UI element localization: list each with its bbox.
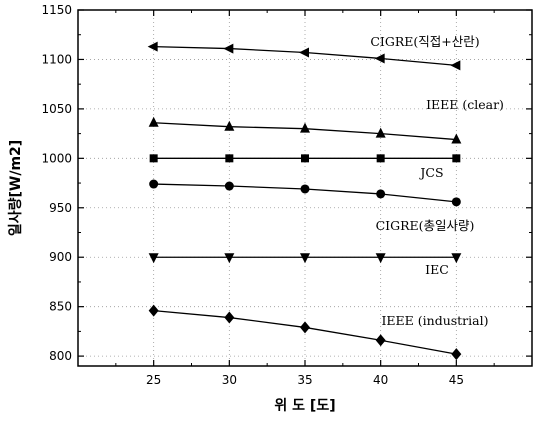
y-tick-label: 1050 <box>41 102 72 116</box>
data-point <box>224 253 235 264</box>
series-1 <box>148 116 462 144</box>
data-point <box>224 120 235 131</box>
data-point <box>148 116 159 127</box>
axis-ticks: 25 30 35 40 45 800 850 900 950 1000 1050 1100 1150 <box>41 3 532 387</box>
data-point <box>301 154 309 163</box>
data-point <box>374 53 385 64</box>
x-tick-label: 45 <box>449 373 464 387</box>
data-point <box>375 253 386 264</box>
series-labels: CIGRE(직접+산란) IEEE (clear) JCS CIGRE(총일사량) IE… <box>370 34 504 328</box>
data-point <box>300 253 310 264</box>
y-axis-title: 일사량[W/m2] <box>8 140 24 236</box>
y-tick-label: 850 <box>49 300 72 314</box>
y-tick-label: 950 <box>49 201 72 215</box>
data-point <box>300 321 310 334</box>
data-point <box>451 197 461 207</box>
y-tick-label: 1000 <box>41 151 72 165</box>
data-point <box>375 334 386 347</box>
series-4 <box>148 253 462 264</box>
y-tick-label: 1100 <box>41 52 72 66</box>
y-tick-label: 900 <box>49 250 72 264</box>
data-point <box>149 154 158 163</box>
data-point <box>224 311 235 324</box>
data-point <box>148 304 159 317</box>
data-point <box>149 179 159 189</box>
data-point <box>450 60 461 71</box>
series-5 <box>148 304 462 361</box>
x-tick-label: 35 <box>297 373 312 387</box>
series-3 <box>149 179 461 207</box>
series-label: CIGRE(총일사량) <box>376 218 475 233</box>
x-axis-title: 위 도 [도] <box>274 398 335 414</box>
series-label: JCS <box>418 165 443 180</box>
x-tick-label: 25 <box>146 373 161 387</box>
data-point <box>223 43 234 54</box>
data-point <box>147 41 158 52</box>
series-group <box>147 41 462 361</box>
data-point <box>452 154 461 163</box>
y-tick-label: 1150 <box>41 3 72 17</box>
data-point <box>148 253 159 264</box>
data-point <box>300 184 310 194</box>
x-tick-label: 40 <box>373 373 388 387</box>
data-point <box>225 154 234 163</box>
data-point <box>224 181 234 191</box>
data-point <box>451 253 462 264</box>
y-tick-label: 800 <box>49 349 72 363</box>
data-point <box>376 154 385 163</box>
data-point <box>376 189 386 199</box>
series-label: IEC <box>425 262 449 277</box>
series-label: CIGRE(직접+산란) <box>370 34 479 49</box>
x-tick-label: 30 <box>222 373 237 387</box>
series-0 <box>147 41 461 71</box>
series-2 <box>149 154 461 163</box>
data-point <box>300 122 310 133</box>
series-label: IEEE (clear) <box>426 97 504 112</box>
data-point <box>451 133 462 144</box>
series-label: IEEE (industrial) <box>381 313 488 328</box>
data-point <box>451 348 462 361</box>
data-point <box>299 47 309 58</box>
data-point <box>375 127 386 138</box>
